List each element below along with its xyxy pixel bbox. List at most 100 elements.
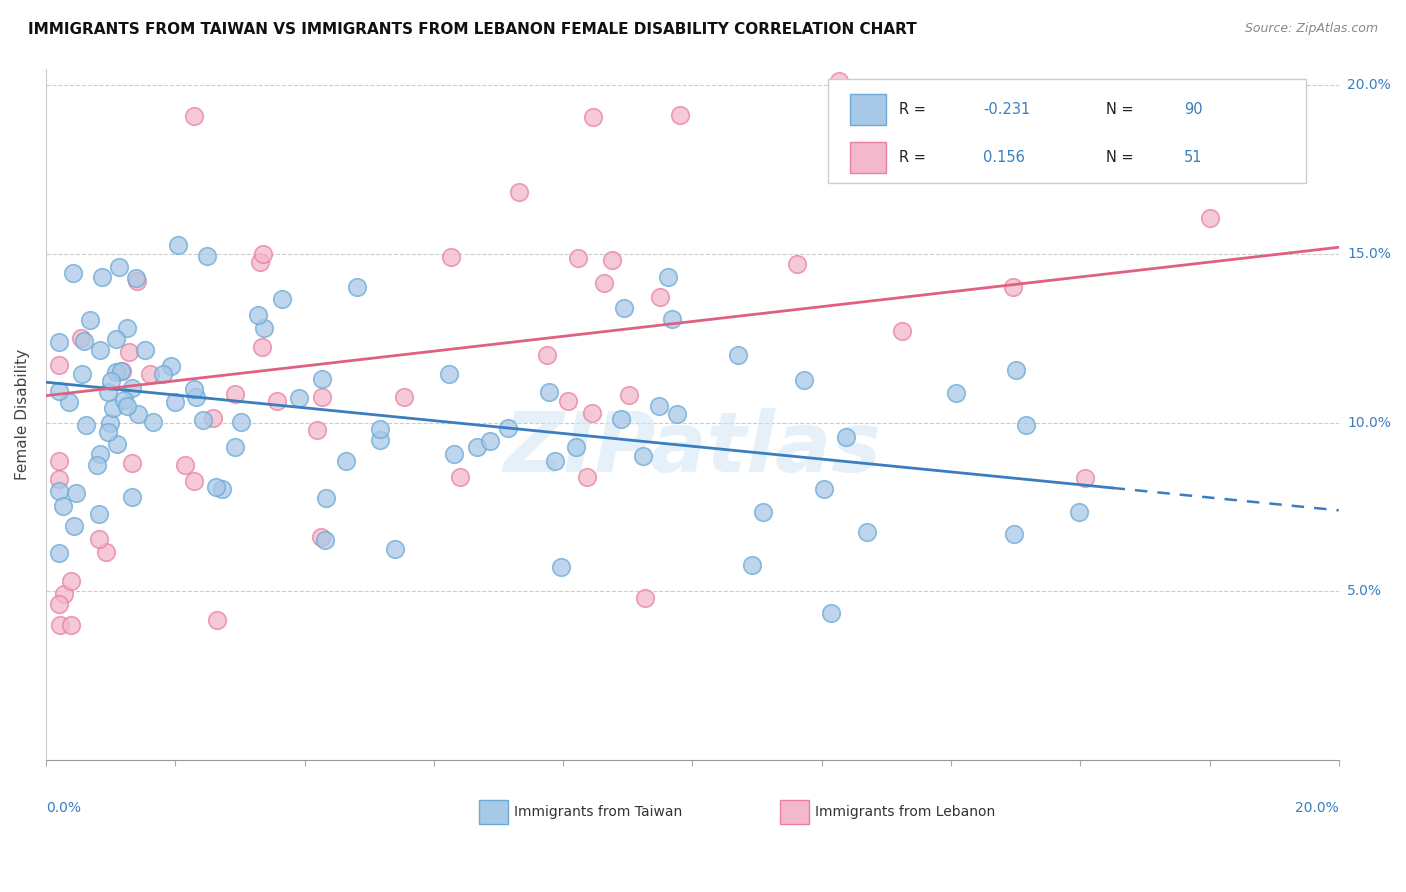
Point xyxy=(193,413,215,427)
Point xyxy=(152,367,174,381)
Point xyxy=(665,408,688,422)
Point xyxy=(142,415,165,429)
Point xyxy=(139,367,162,381)
FancyBboxPatch shape xyxy=(851,94,886,125)
Point xyxy=(52,500,75,514)
FancyBboxPatch shape xyxy=(851,143,886,173)
Point xyxy=(115,399,138,413)
Point xyxy=(183,382,205,396)
Text: 90: 90 xyxy=(1184,102,1202,117)
Point xyxy=(97,384,120,399)
Point xyxy=(110,364,132,378)
Point xyxy=(582,110,605,124)
Point xyxy=(593,276,616,290)
Point xyxy=(508,185,530,199)
Point xyxy=(159,359,181,373)
Point xyxy=(87,507,110,521)
Text: R =: R = xyxy=(900,102,931,117)
Point xyxy=(1198,211,1220,225)
Text: 20.0%: 20.0% xyxy=(1295,801,1339,815)
Text: 20.0%: 20.0% xyxy=(1347,78,1391,93)
Point xyxy=(75,418,97,433)
Point xyxy=(62,266,84,280)
Text: 51: 51 xyxy=(1184,151,1202,165)
Point xyxy=(101,401,124,416)
Point xyxy=(828,74,851,88)
Point xyxy=(786,256,808,270)
Point xyxy=(246,308,269,322)
Point xyxy=(108,260,131,274)
Point xyxy=(346,280,368,294)
Point xyxy=(59,574,82,588)
Text: IMMIGRANTS FROM TAIWAN VS IMMIGRANTS FROM LEBANON FEMALE DISABILITY CORRELATION : IMMIGRANTS FROM TAIWAN VS IMMIGRANTS FRO… xyxy=(28,22,917,37)
Text: ZIPatlas: ZIPatlas xyxy=(503,409,882,490)
Point xyxy=(65,486,87,500)
Point xyxy=(727,347,749,361)
Point xyxy=(1005,363,1028,377)
Point xyxy=(536,347,558,361)
Point xyxy=(609,412,631,426)
Point xyxy=(1074,471,1097,485)
Point xyxy=(183,109,205,123)
Point xyxy=(567,251,589,265)
Point xyxy=(72,334,94,349)
Text: 5.0%: 5.0% xyxy=(1347,584,1382,599)
Point xyxy=(89,446,111,460)
Point xyxy=(121,490,143,504)
Point xyxy=(384,541,406,556)
Point xyxy=(58,395,80,409)
Text: 0.0%: 0.0% xyxy=(46,801,82,815)
Point xyxy=(311,390,333,404)
Point xyxy=(465,440,488,454)
Point xyxy=(205,480,228,494)
Point xyxy=(63,519,86,533)
Point xyxy=(205,614,228,628)
Point xyxy=(60,618,83,632)
Text: N =: N = xyxy=(1107,102,1139,117)
Point xyxy=(114,392,136,407)
Point xyxy=(288,391,311,405)
Point xyxy=(314,533,336,547)
Point xyxy=(115,320,138,334)
Point xyxy=(97,425,120,440)
Text: N =: N = xyxy=(1107,151,1139,165)
Point xyxy=(648,290,671,304)
Point xyxy=(48,472,70,486)
Point xyxy=(835,430,858,444)
Point xyxy=(443,446,465,460)
Point xyxy=(479,434,502,448)
Point xyxy=(557,394,579,409)
Text: Source: ZipAtlas.com: Source: ZipAtlas.com xyxy=(1244,22,1378,36)
FancyBboxPatch shape xyxy=(780,800,808,824)
Point xyxy=(335,454,357,468)
Point xyxy=(98,416,121,430)
Point xyxy=(613,301,636,316)
Point xyxy=(211,482,233,496)
Point xyxy=(945,385,967,400)
Point xyxy=(856,525,879,540)
Point xyxy=(128,407,150,421)
Point xyxy=(496,421,519,435)
Point xyxy=(125,270,148,285)
Point xyxy=(311,372,333,386)
FancyBboxPatch shape xyxy=(479,800,508,824)
Point xyxy=(657,270,679,285)
Point xyxy=(368,422,391,436)
Point xyxy=(249,255,271,269)
Point xyxy=(72,368,94,382)
Point xyxy=(89,343,111,358)
Point xyxy=(53,587,76,601)
Point xyxy=(368,433,391,447)
Point xyxy=(309,530,332,544)
Point xyxy=(544,454,567,468)
Point xyxy=(48,618,70,632)
Text: 10.0%: 10.0% xyxy=(1347,416,1391,430)
Point xyxy=(224,386,246,401)
Point xyxy=(201,410,224,425)
Point xyxy=(197,249,219,263)
Point xyxy=(439,367,461,381)
Text: Immigrants from Lebanon: Immigrants from Lebanon xyxy=(815,805,995,819)
Point xyxy=(252,340,274,354)
Point xyxy=(648,399,671,413)
Point xyxy=(229,416,252,430)
